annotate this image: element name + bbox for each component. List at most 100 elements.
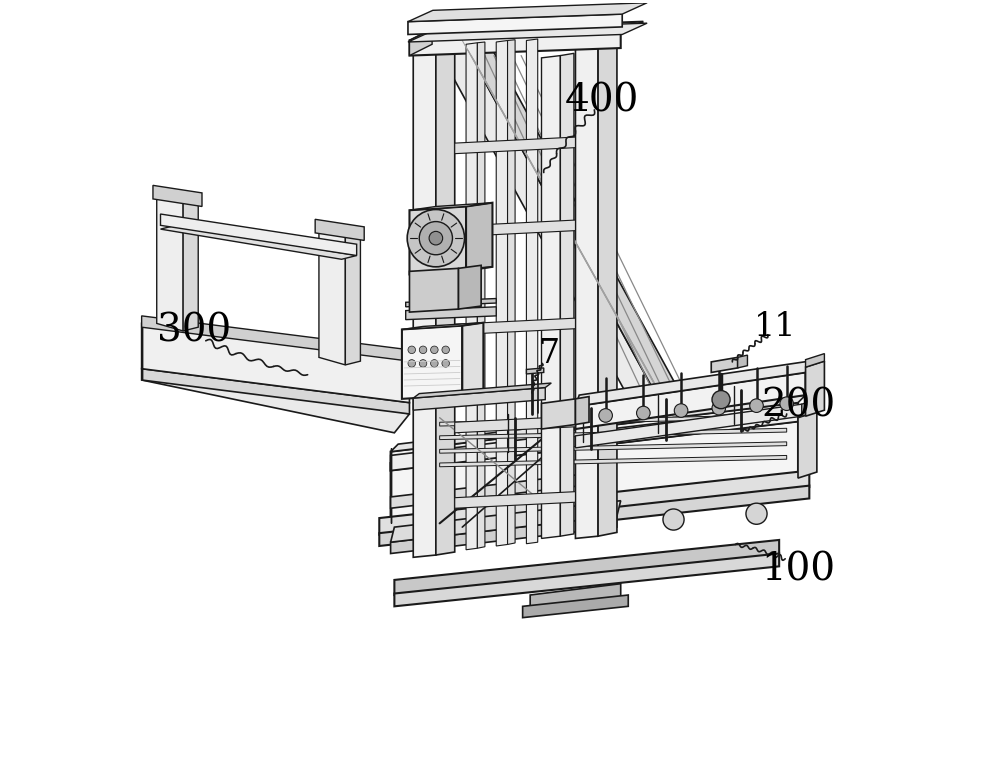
Circle shape xyxy=(750,399,763,413)
Circle shape xyxy=(431,359,438,367)
Polygon shape xyxy=(802,400,817,416)
Circle shape xyxy=(663,509,684,530)
Polygon shape xyxy=(806,361,824,416)
Polygon shape xyxy=(440,415,787,426)
Circle shape xyxy=(674,404,688,417)
Polygon shape xyxy=(575,404,802,448)
Circle shape xyxy=(580,515,601,536)
Polygon shape xyxy=(466,203,492,271)
Polygon shape xyxy=(440,455,787,467)
Polygon shape xyxy=(575,372,806,429)
Polygon shape xyxy=(413,388,545,410)
Circle shape xyxy=(442,359,449,367)
Polygon shape xyxy=(409,21,643,40)
Polygon shape xyxy=(153,185,202,207)
Polygon shape xyxy=(406,299,496,307)
Polygon shape xyxy=(391,470,613,508)
Text: 7: 7 xyxy=(538,337,560,369)
Circle shape xyxy=(431,346,438,353)
Polygon shape xyxy=(183,199,198,331)
Polygon shape xyxy=(455,220,575,236)
Circle shape xyxy=(746,503,767,524)
Circle shape xyxy=(429,231,443,245)
Polygon shape xyxy=(806,353,824,367)
Polygon shape xyxy=(523,595,628,618)
Text: 400: 400 xyxy=(565,82,639,119)
Polygon shape xyxy=(496,40,508,546)
Polygon shape xyxy=(455,416,575,432)
Polygon shape xyxy=(798,412,817,478)
Polygon shape xyxy=(391,395,806,451)
Polygon shape xyxy=(408,3,647,21)
Polygon shape xyxy=(530,584,621,610)
Polygon shape xyxy=(526,368,544,374)
Polygon shape xyxy=(160,225,357,259)
Polygon shape xyxy=(142,361,409,432)
Circle shape xyxy=(637,406,650,420)
Text: 300: 300 xyxy=(157,312,232,350)
Polygon shape xyxy=(526,39,538,543)
Circle shape xyxy=(419,359,427,367)
Circle shape xyxy=(408,346,416,353)
Polygon shape xyxy=(142,369,409,414)
Polygon shape xyxy=(477,42,485,548)
Polygon shape xyxy=(391,501,621,542)
Polygon shape xyxy=(402,326,462,399)
Polygon shape xyxy=(575,397,589,425)
Polygon shape xyxy=(466,43,477,549)
Polygon shape xyxy=(409,268,459,312)
Circle shape xyxy=(408,359,416,367)
Polygon shape xyxy=(408,23,647,42)
Polygon shape xyxy=(541,55,560,538)
Circle shape xyxy=(712,391,730,409)
Text: 100: 100 xyxy=(761,552,835,589)
Polygon shape xyxy=(738,355,747,368)
Circle shape xyxy=(599,409,612,423)
Circle shape xyxy=(419,346,427,353)
Polygon shape xyxy=(142,324,409,403)
Polygon shape xyxy=(409,203,492,211)
Polygon shape xyxy=(379,486,809,546)
Polygon shape xyxy=(436,40,658,404)
Polygon shape xyxy=(160,214,357,255)
Circle shape xyxy=(425,526,446,546)
Polygon shape xyxy=(391,403,798,470)
Polygon shape xyxy=(575,36,598,538)
Circle shape xyxy=(497,521,518,542)
Polygon shape xyxy=(409,33,621,55)
Polygon shape xyxy=(391,418,798,524)
Polygon shape xyxy=(459,265,481,309)
Polygon shape xyxy=(157,195,183,331)
Polygon shape xyxy=(408,14,622,34)
Polygon shape xyxy=(402,323,483,329)
Polygon shape xyxy=(319,229,345,365)
Polygon shape xyxy=(575,361,809,407)
Polygon shape xyxy=(455,137,575,154)
Polygon shape xyxy=(379,470,809,535)
Polygon shape xyxy=(462,36,681,399)
Circle shape xyxy=(442,346,449,353)
Circle shape xyxy=(712,401,726,415)
Polygon shape xyxy=(409,207,466,274)
Polygon shape xyxy=(409,29,432,55)
Polygon shape xyxy=(345,233,360,365)
Polygon shape xyxy=(413,383,551,398)
Polygon shape xyxy=(391,407,798,470)
Circle shape xyxy=(407,210,465,267)
Polygon shape xyxy=(436,36,455,555)
Polygon shape xyxy=(508,40,515,544)
Polygon shape xyxy=(440,429,787,439)
Polygon shape xyxy=(391,516,617,553)
Text: 200: 200 xyxy=(761,388,835,425)
Text: 11: 11 xyxy=(754,311,797,344)
Polygon shape xyxy=(598,33,617,536)
Circle shape xyxy=(780,397,793,410)
Polygon shape xyxy=(406,307,496,320)
Polygon shape xyxy=(455,492,575,508)
Circle shape xyxy=(419,222,452,255)
Polygon shape xyxy=(440,442,787,453)
Polygon shape xyxy=(413,40,436,557)
Polygon shape xyxy=(394,553,779,606)
Polygon shape xyxy=(315,220,364,240)
Polygon shape xyxy=(560,53,574,536)
